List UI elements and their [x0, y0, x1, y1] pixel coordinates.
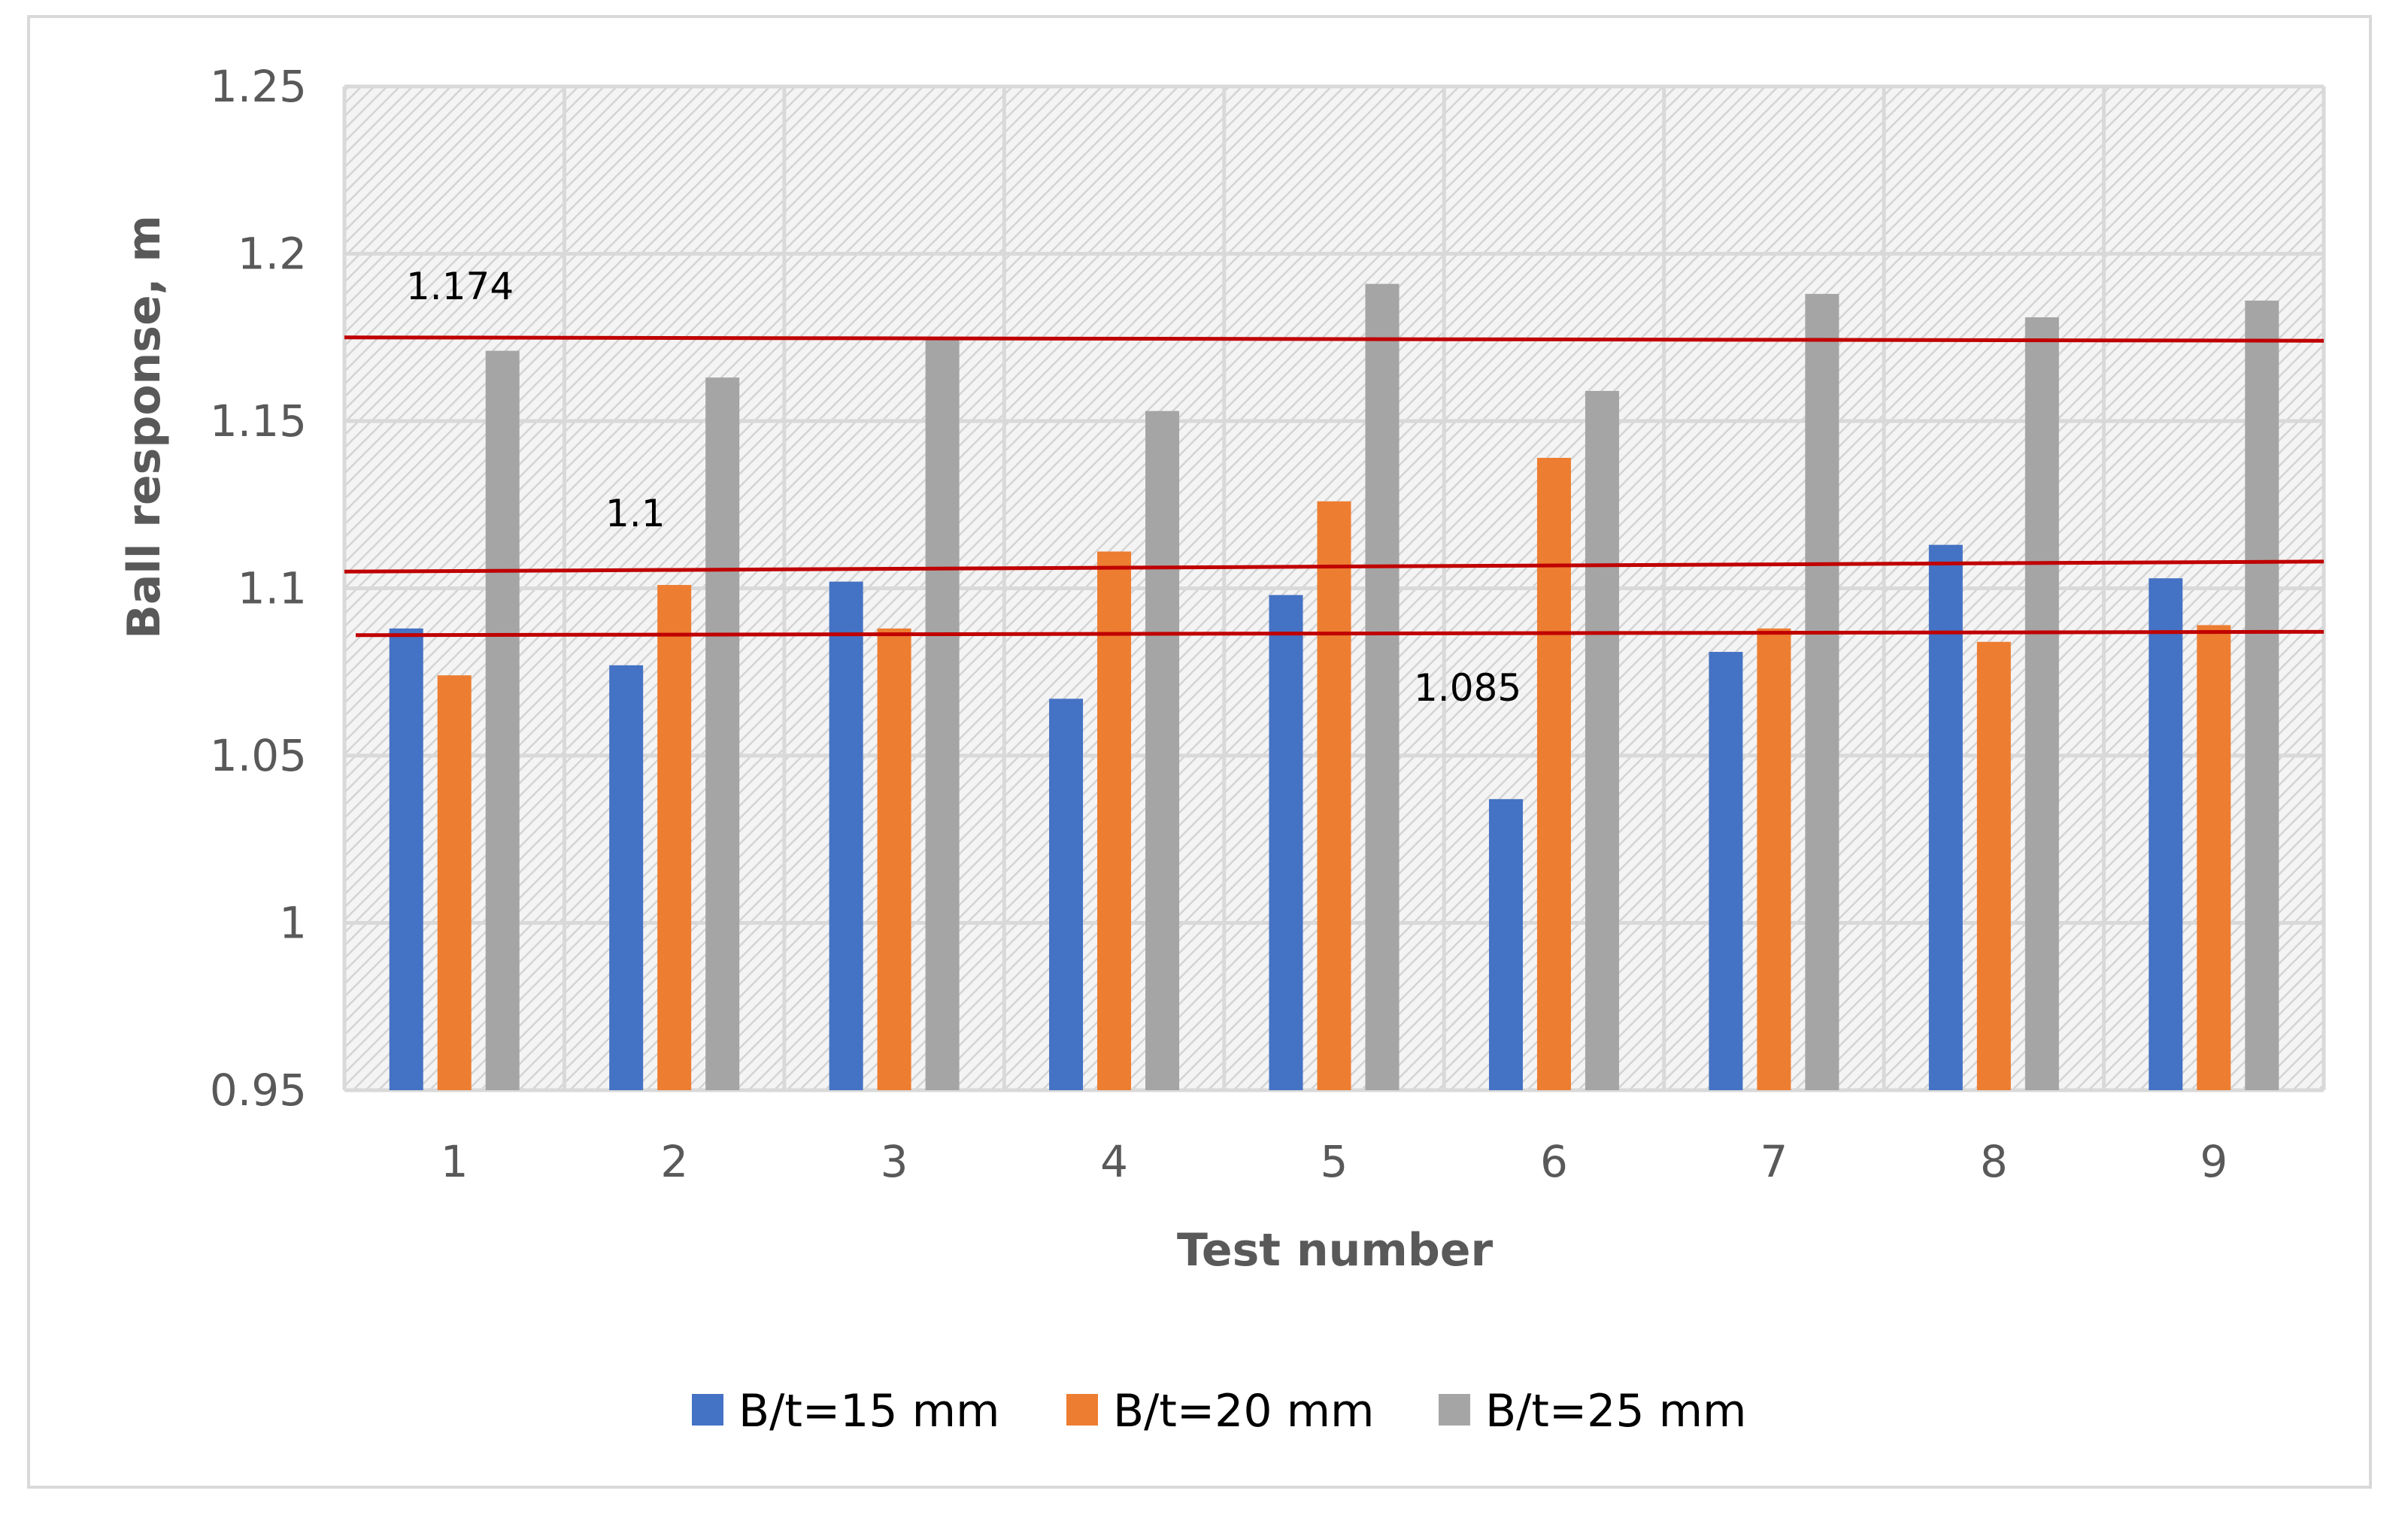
x-axis-ticks: 1 2 3 4 5 6 7 8 9 — [441, 1136, 2228, 1187]
bar — [2024, 317, 2059, 1090]
reference-line — [355, 629, 2325, 638]
y-tick-label: 1.2 — [238, 229, 307, 280]
reference-line-label: 1.1 — [605, 492, 666, 535]
bar — [2197, 625, 2231, 1090]
legend-swatch — [1066, 1394, 1098, 1426]
x-tick-label: 5 — [1321, 1136, 1348, 1187]
bar — [657, 585, 692, 1090]
bar — [1365, 283, 1400, 1090]
bar — [389, 628, 423, 1090]
bar — [1269, 595, 1303, 1090]
x-tick-label: 6 — [1540, 1136, 1568, 1187]
bar — [925, 337, 960, 1090]
bar — [877, 628, 911, 1090]
bar — [1757, 628, 1791, 1090]
y-tick-label: 1.15 — [210, 395, 307, 447]
y-tick-label: 1 — [279, 898, 307, 949]
bar — [1585, 390, 1619, 1090]
reference-line — [344, 335, 2325, 343]
x-tick-label: 3 — [881, 1136, 908, 1187]
bar — [2245, 300, 2279, 1090]
bar — [1536, 457, 1571, 1090]
bar — [829, 581, 863, 1090]
bar — [1928, 544, 1963, 1090]
y-axis-title: Ball response, m — [118, 215, 171, 639]
bar — [1049, 698, 1084, 1090]
legend: B/t=15 mm B/t=20 mm B/t=25 mm — [692, 1385, 1747, 1438]
x-tick-label: 7 — [1760, 1136, 1788, 1187]
x-tick-label: 8 — [1980, 1136, 2008, 1187]
y-tick-label: 0.95 — [210, 1065, 307, 1116]
y-tick-label: 1.1 — [238, 563, 307, 614]
reference-lines: 1.174 1.1 1.085 — [344, 265, 2325, 710]
legend-label: B/t=15 mm — [738, 1385, 1000, 1438]
bar — [705, 377, 740, 1090]
bar — [1488, 798, 1523, 1090]
x-tick-label: 1 — [441, 1136, 469, 1187]
bar — [437, 675, 472, 1090]
legend-label: B/t=20 mm — [1113, 1385, 1375, 1438]
x-tick-label: 9 — [2200, 1136, 2228, 1187]
reference-line-label: 1.174 — [406, 265, 514, 308]
bar — [1145, 411, 1180, 1090]
bar — [609, 665, 644, 1090]
x-tick-label: 4 — [1100, 1136, 1128, 1187]
x-axis-title: Test number — [1177, 1224, 1494, 1277]
bar — [485, 350, 520, 1090]
bar — [1709, 652, 1743, 1090]
reference-line — [344, 559, 2325, 574]
bar — [1317, 501, 1351, 1090]
bar — [1805, 293, 1839, 1090]
legend-swatch — [1439, 1394, 1470, 1426]
bar — [1976, 641, 2011, 1090]
y-axis-ticks: 0.95 1 1.05 1.1 1.15 1.2 1.25 — [210, 61, 307, 1116]
x-tick-label: 2 — [660, 1136, 688, 1187]
bars — [389, 283, 2279, 1090]
legend-label: B/t=25 mm — [1485, 1385, 1747, 1438]
legend-swatch — [692, 1394, 723, 1426]
bar — [2149, 578, 2183, 1090]
reference-line-label: 1.085 — [1414, 666, 1521, 710]
bar — [1097, 551, 1132, 1090]
y-tick-label: 1.25 — [210, 61, 307, 112]
y-tick-label: 1.05 — [210, 730, 307, 781]
